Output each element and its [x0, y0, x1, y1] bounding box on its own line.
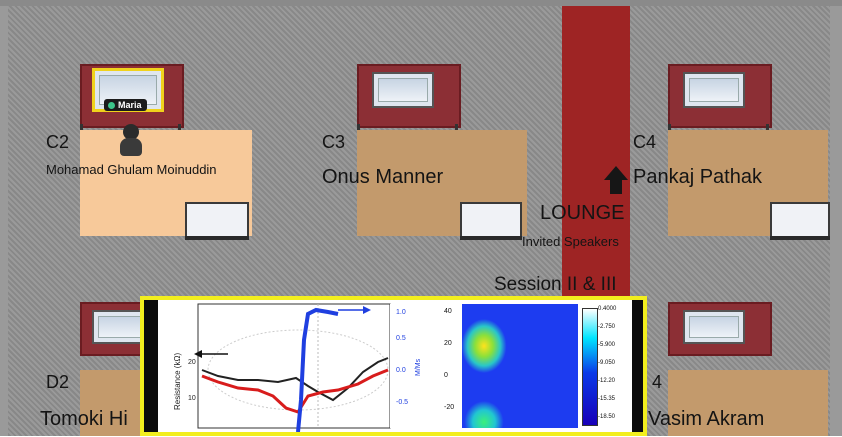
y-left-label: Resistance (kΩ): [173, 353, 182, 410]
booth-c4-screen[interactable]: [683, 72, 745, 108]
poster-preview[interactable]: 20 10 Resistance (kΩ) 1.0 0.5 0.0 -0.5 M…: [140, 296, 647, 436]
booth-c4-id: C4: [633, 132, 657, 152]
colorbar-tick: -2.750: [598, 324, 616, 330]
booth-d2-floor[interactable]: [80, 370, 150, 436]
left-tick: 10: [188, 395, 196, 402]
mid-tick: -0.5: [396, 399, 408, 406]
y-mid-label: M/Ms: [415, 358, 422, 376]
lounge-title: LOUNGE: [540, 202, 625, 224]
left-tick: 20: [188, 359, 196, 366]
up-arrow-icon[interactable]: [604, 166, 628, 180]
poster-heatmap-axis: 40 20 0 -20: [440, 300, 578, 432]
monitor-stand: [770, 236, 830, 240]
colorbar-ticks: 0.4000 -2.750 -5.900 -9.050 -12.20 -15.3…: [598, 304, 632, 428]
heat-tick: 20: [444, 340, 452, 347]
lounge-subtitle: Invited Speakers: [522, 234, 619, 249]
booth-d2-presenter: Tomoki Hi: [40, 408, 128, 430]
up-arrow-icon-stem: [610, 180, 622, 194]
colorbar-tick: -15.35: [598, 396, 616, 402]
colorbar-tick: 0.4000: [598, 306, 617, 312]
left-wall: [0, 0, 8, 436]
booth-c3-screen[interactable]: [372, 72, 434, 108]
booth-c2-monitor[interactable]: [185, 202, 249, 238]
heat-tick: 40: [444, 308, 452, 315]
monitor-stand: [185, 236, 249, 240]
booth-c4-monitor[interactable]: [770, 202, 830, 238]
colorbar-tick: -9.050: [598, 360, 616, 366]
booth-d4-id: 4: [652, 372, 663, 392]
colorbar-tick: -5.900: [598, 342, 616, 348]
poster-left-bar: [144, 300, 158, 432]
booth-d2-id: D2: [46, 372, 70, 392]
heatmap: [462, 304, 578, 428]
poster-plot-resistance: 20 10 Resistance (kΩ) 1.0 0.5 0.0 -0.5 M…: [158, 300, 440, 433]
avatar-name: Maria: [118, 100, 142, 110]
booth-c3-presenter: Onus Manner: [322, 166, 444, 188]
colorbar-tick: -18.50: [598, 414, 616, 420]
booth-c2-id: C2: [46, 132, 70, 152]
right-wall: [830, 0, 842, 436]
booth-c4-presenter: Pankaj Pathak: [633, 166, 762, 188]
avatar-name-tag: Maria: [104, 99, 147, 111]
colorbar-tick: -12.20: [598, 378, 616, 384]
resistance-plot-svg: 20 10 Resistance (kΩ) 1.0 0.5 0.0 -0.5 M…: [173, 303, 426, 433]
monitor-stand: [460, 236, 522, 240]
booth-c3-monitor[interactable]: [460, 202, 522, 238]
mid-tick: 1.0: [396, 309, 406, 316]
colorbar: [582, 308, 598, 426]
top-wall: [0, 0, 842, 6]
avatar-head[interactable]: [123, 124, 139, 140]
heat-tick: -20: [444, 404, 455, 411]
mid-tick: 0.5: [396, 335, 406, 342]
booth-c3-id: C3: [322, 132, 346, 152]
booth-c2-presenter: Mohamad Ghulam Moinuddin: [46, 162, 217, 177]
avatar[interactable]: [120, 138, 142, 156]
booth-d4-screen[interactable]: [683, 310, 745, 344]
poster-right-bar: [632, 300, 643, 432]
booth-d4-floor[interactable]: [668, 370, 828, 436]
session-label: Session II & III: [494, 274, 617, 295]
online-status-icon: [108, 102, 115, 110]
heat-tick: 0: [444, 372, 448, 379]
booth-d4-presenter: Vasim Akram: [648, 408, 765, 430]
mid-tick: 0.0: [396, 367, 406, 374]
